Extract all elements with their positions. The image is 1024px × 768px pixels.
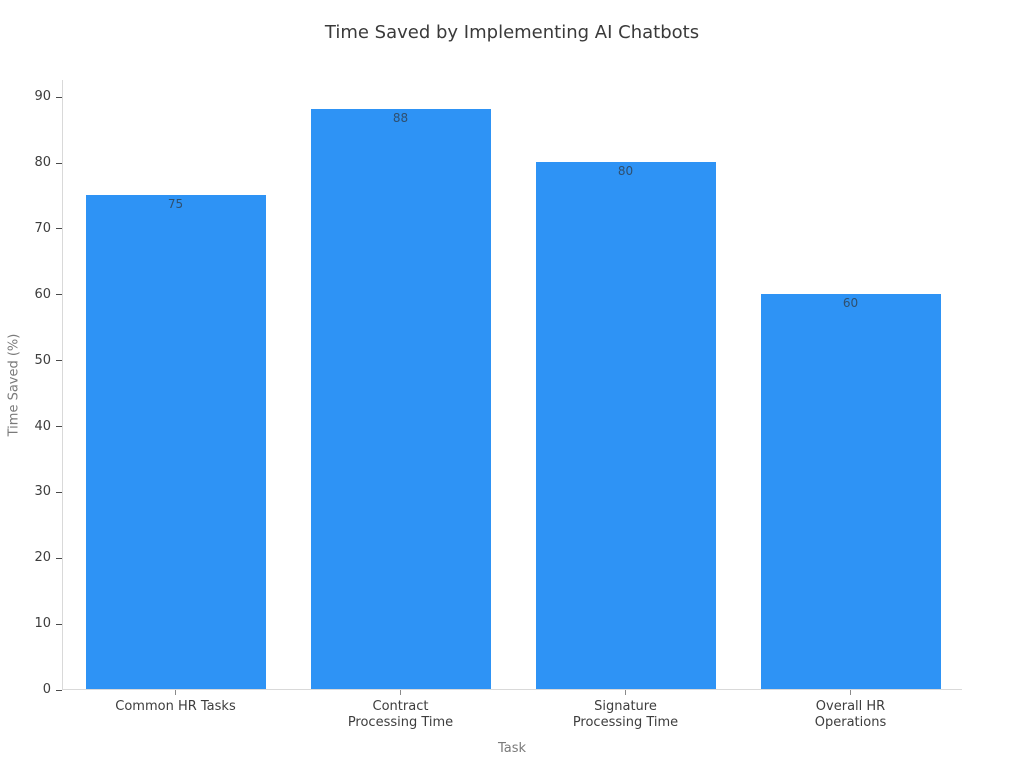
x-tick <box>850 690 851 695</box>
y-tick <box>56 491 62 493</box>
y-tick-label: 60 <box>34 286 51 302</box>
y-tick-label: 30 <box>34 484 51 500</box>
x-tick-label: Common HR Tasks <box>115 699 236 714</box>
y-tick-label: 10 <box>34 616 51 632</box>
y-tick-label: 40 <box>34 418 51 434</box>
y-tick <box>56 228 62 230</box>
bar-contract-processing-time: 88 <box>310 109 491 689</box>
y-tick-label: 90 <box>34 89 51 105</box>
x-tick-label: Signature Processing Time <box>572 699 679 730</box>
y-tick <box>56 689 62 691</box>
plot-area: 0 10 20 30 40 50 60 70 80 90 75 Common HR Tasks 88 Co… <box>34 80 962 730</box>
y-tick-label: 50 <box>34 352 51 368</box>
x-tick-label: Overall HR Operations <box>814 699 887 730</box>
y-tick-label: 20 <box>34 550 51 566</box>
y-tick <box>56 557 62 559</box>
x-axis-title: Task <box>497 741 527 756</box>
bar-common-hr-tasks: 75 <box>85 194 266 689</box>
y-tick-label: 0 <box>42 682 51 697</box>
y-tick <box>56 162 62 164</box>
chart-title: Time Saved by Implementing AI Chatbots <box>324 22 700 43</box>
x-tick-label: Contract Processing Time <box>347 699 454 730</box>
bar-signature-processing-time: 80 <box>535 162 716 689</box>
bar-overall-hr-operations: 60 <box>760 293 941 689</box>
x-tick <box>400 690 401 695</box>
bar-value-label: 88 <box>392 111 409 126</box>
y-tick <box>56 294 62 296</box>
bar-value-label: 80 <box>617 164 634 179</box>
y-tick-label: 70 <box>34 220 51 236</box>
bar-value-label: 60 <box>842 295 859 310</box>
y-tick <box>56 96 62 98</box>
y-tick <box>56 360 62 362</box>
x-tick <box>625 690 626 695</box>
y-tick <box>56 623 62 625</box>
y-tick-label: 80 <box>34 155 51 170</box>
y-tick <box>56 426 62 427</box>
x-tick <box>175 690 176 695</box>
bar-value-label: 75 <box>167 196 184 211</box>
